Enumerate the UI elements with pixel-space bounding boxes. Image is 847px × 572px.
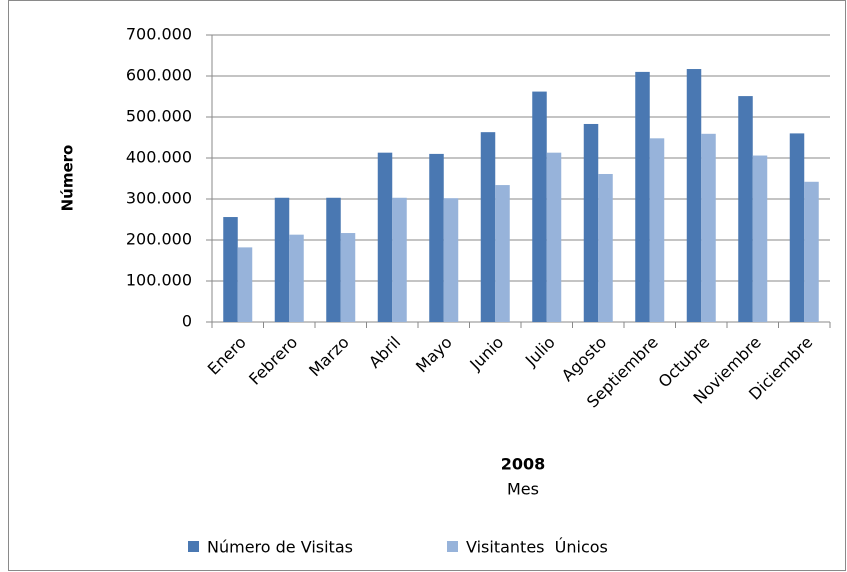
bar (480, 132, 496, 322)
bar (392, 197, 407, 322)
bar (583, 123, 599, 322)
bar (326, 197, 341, 322)
y-tick-label: 600.000 (126, 66, 192, 85)
y-tick-label: 500.000 (126, 107, 192, 126)
bar (598, 173, 613, 322)
bar (789, 133, 805, 322)
bar (686, 69, 702, 322)
bar (223, 217, 238, 322)
legend-label: Número de Visitas (207, 538, 353, 557)
bar (701, 133, 716, 322)
bar (546, 152, 562, 322)
bar (635, 71, 650, 323)
y-tick-label: 400.000 (126, 148, 192, 167)
y-axis-title: Número (59, 145, 77, 212)
bar (804, 181, 819, 322)
bar (752, 155, 768, 322)
y-tick-label: 200.000 (126, 230, 192, 249)
bar (377, 152, 393, 322)
bar (340, 233, 356, 322)
bar (274, 197, 290, 322)
y-tick-label: 100.000 (126, 271, 192, 290)
bar (429, 153, 444, 322)
legend-label: Visitantes Únicos (466, 538, 608, 557)
x-axis-subtitle: Mes (507, 480, 539, 499)
y-tick-label: 300.000 (126, 189, 192, 208)
bar (738, 96, 753, 322)
bar (443, 198, 459, 322)
y-tick-label: 700.000 (126, 25, 192, 44)
bar (495, 185, 510, 322)
bar (649, 138, 665, 322)
x-axis-title: 2008 (501, 455, 546, 474)
bar (532, 91, 547, 322)
y-tick-label: 0 (182, 312, 192, 331)
legend-swatch (447, 541, 458, 552)
bar (289, 234, 304, 322)
legend-swatch (188, 541, 199, 552)
bar (237, 247, 253, 322)
